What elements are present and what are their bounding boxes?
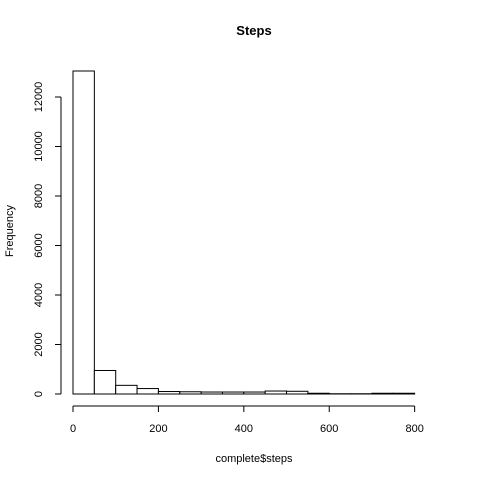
y-axis-label: Frequency bbox=[4, 205, 16, 257]
y-tick-label: 0 bbox=[33, 391, 45, 397]
histogram-bar bbox=[136, 388, 159, 395]
x-axis-label: complete$steps bbox=[215, 453, 293, 465]
histogram-bar bbox=[157, 391, 181, 395]
x-axis: 0 200 400 600 800 bbox=[70, 405, 424, 435]
y-tick-label: 12000 bbox=[33, 82, 45, 113]
histogram-bar bbox=[221, 391, 245, 395]
histogram-bar bbox=[115, 384, 138, 395]
y-tick-label: 6000 bbox=[33, 233, 45, 257]
x-tick-label: 600 bbox=[320, 423, 338, 435]
histogram-bar bbox=[392, 392, 416, 395]
histogram-bar bbox=[264, 390, 288, 395]
histogram-bar bbox=[179, 391, 202, 395]
histogram-bar bbox=[243, 391, 266, 395]
histogram-bar bbox=[286, 390, 309, 395]
histogram-bar bbox=[307, 392, 330, 395]
y-tick-label: 8000 bbox=[33, 184, 45, 208]
y-axis: 0 2000 4000 6000 8000 10000 12000 bbox=[33, 82, 62, 397]
y-tick-label: 10000 bbox=[33, 131, 45, 162]
x-tick-label: 800 bbox=[405, 423, 423, 435]
x-tick-label: 400 bbox=[235, 423, 253, 435]
histogram-bar bbox=[371, 392, 394, 395]
histogram-bar bbox=[93, 369, 117, 395]
histogram-bars bbox=[72, 70, 416, 395]
histogram-bar bbox=[200, 391, 223, 395]
x-tick-label: 0 bbox=[70, 423, 76, 435]
chart-title: Steps bbox=[236, 23, 271, 38]
y-tick-label: 2000 bbox=[33, 332, 45, 356]
histogram-bar bbox=[72, 70, 95, 395]
x-tick-label: 200 bbox=[149, 423, 167, 435]
y-tick-label: 4000 bbox=[33, 283, 45, 307]
